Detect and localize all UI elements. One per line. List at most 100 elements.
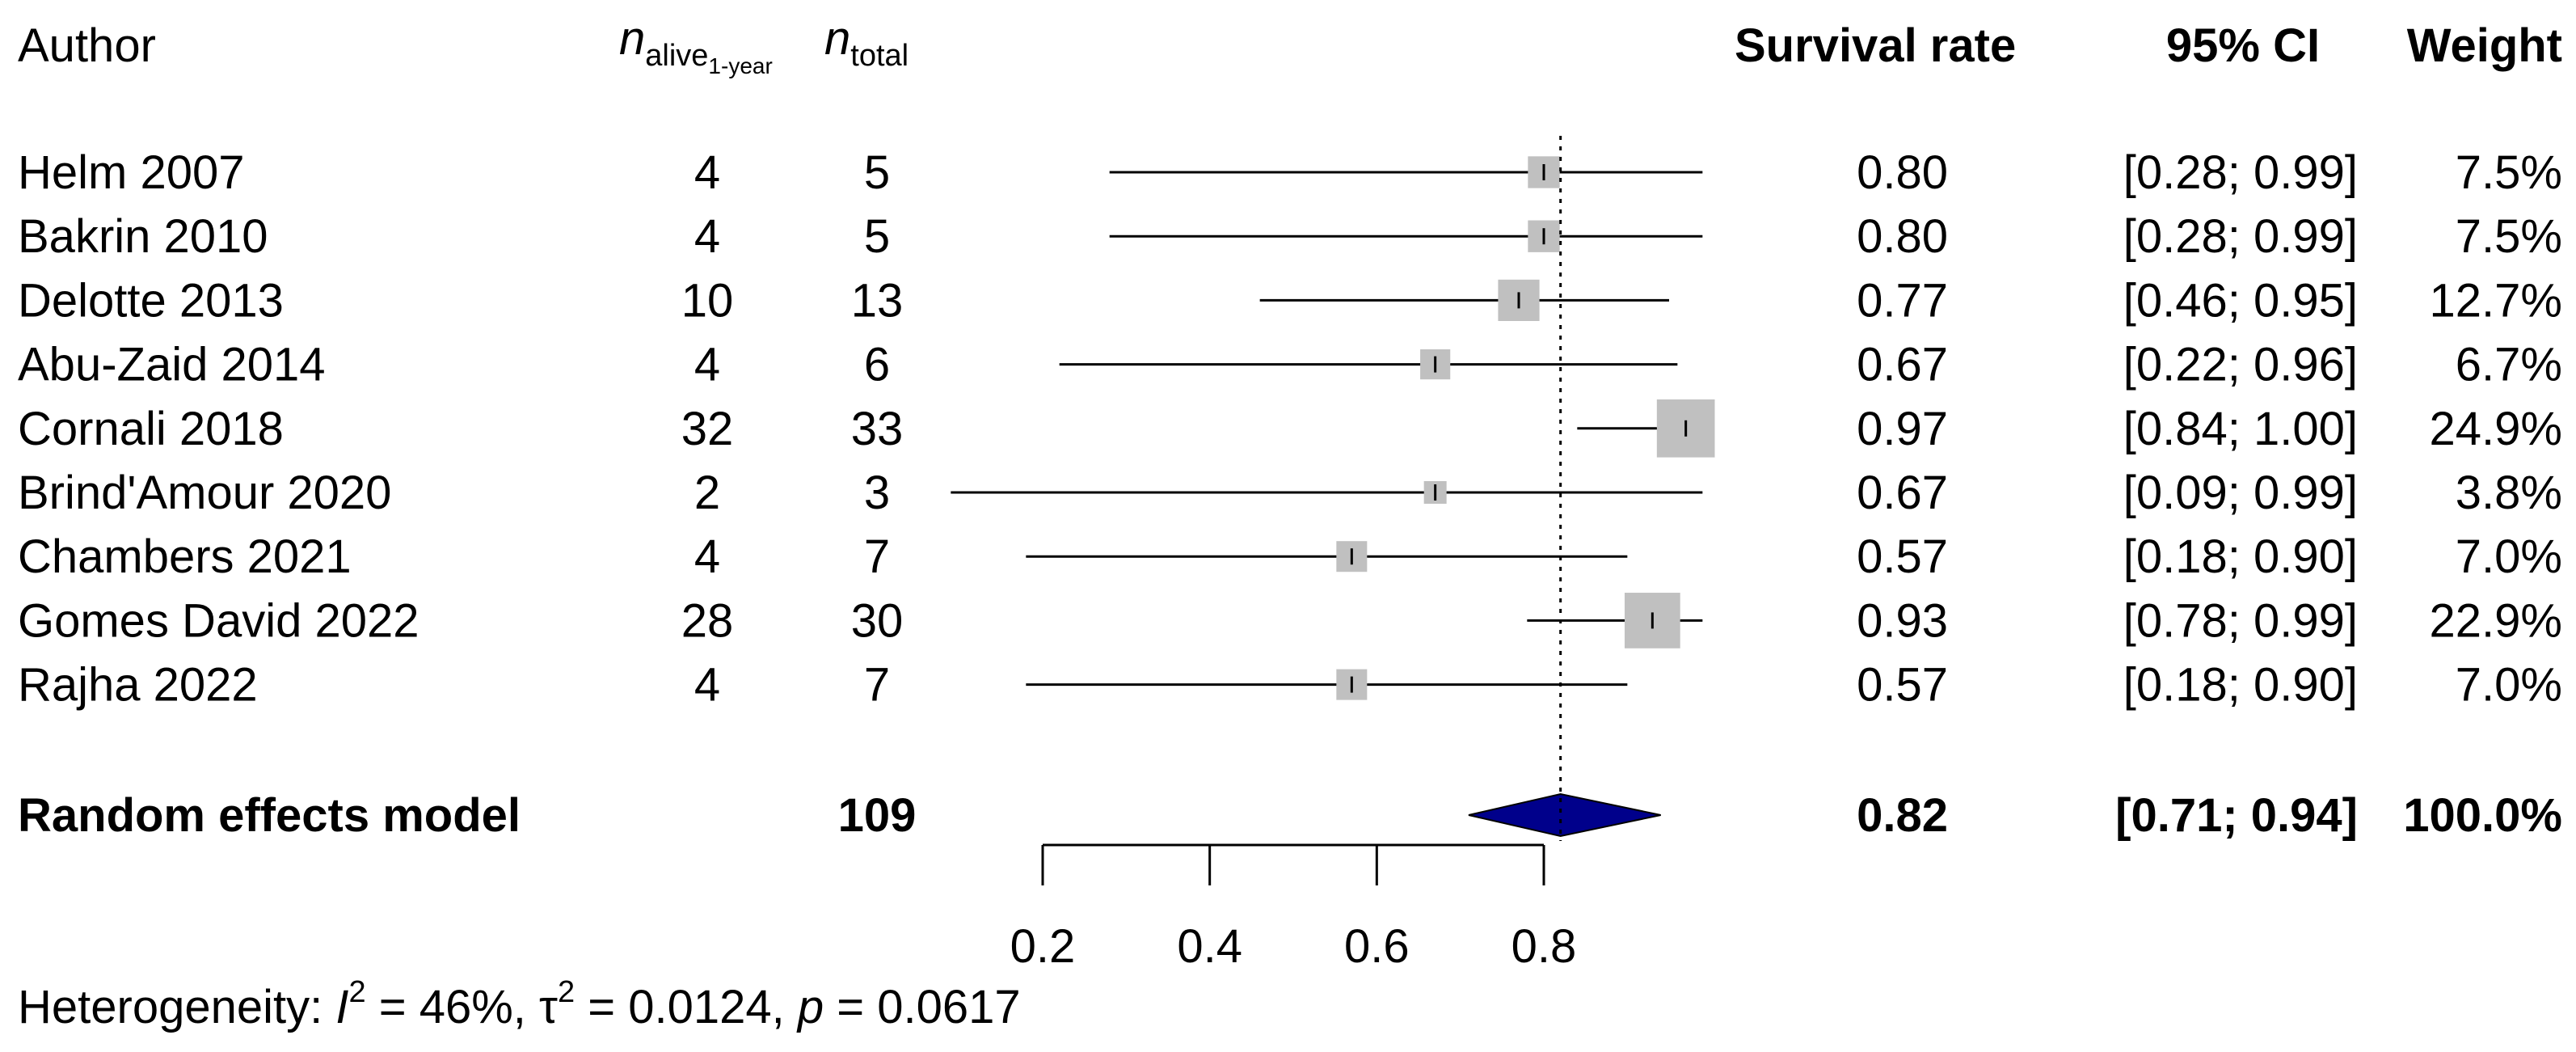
study-estimate: 0.93 — [1857, 594, 1948, 647]
study-estimate: 0.57 — [1857, 659, 1948, 712]
study-total: 3 — [864, 467, 890, 519]
study-ci: [0.22; 0.96] — [2123, 339, 2358, 391]
study-author: Helm 2007 — [18, 146, 244, 199]
study-ci: [0.09; 0.99] — [2123, 467, 2358, 519]
study-events: 4 — [694, 339, 720, 391]
header-n-total-base: n — [824, 12, 850, 65]
study-ci: [0.18; 0.90] — [2123, 530, 2358, 583]
header-ci: 95% CI — [2166, 19, 2320, 72]
tau2-value: = 0.0124, — [575, 981, 798, 1033]
study-row: Helm 2007 4 5 0.80 [0.28; 0.99] 7.5% — [18, 146, 2562, 199]
study-total: 30 — [851, 594, 904, 647]
header-n-events-subsub: 1-year — [708, 53, 772, 78]
study-total: 33 — [851, 403, 904, 455]
header-survival-rate: Survival rate — [1735, 19, 2016, 72]
study-weight: 22.9% — [2430, 594, 2562, 647]
study-author: Brind'Amour 2020 — [18, 467, 391, 519]
study-ci: [0.28; 0.99] — [2123, 146, 2358, 199]
tau2-symbol: τ — [539, 981, 558, 1033]
pooled-diamond — [1468, 792, 1661, 838]
pooled-label: Random effects model — [18, 789, 521, 842]
study-weight: 3.8% — [2456, 467, 2562, 519]
study-ci: [0.18; 0.90] — [2123, 659, 2358, 712]
study-events: 4 — [694, 210, 720, 263]
study-author: Chambers 2021 — [18, 530, 352, 583]
study-estimate: 0.77 — [1857, 274, 1948, 327]
pooled-ci: [0.71; 0.94] — [2115, 789, 2358, 842]
pooled-total: 109 — [838, 789, 917, 842]
study-events: 4 — [694, 146, 720, 199]
study-row: Abu-Zaid 2014 4 6 0.67 [0.22; 0.96] 6.7% — [18, 339, 2562, 391]
study-row: Rajha 2022 4 7 0.57 [0.18; 0.90] 7.0% — [18, 659, 2562, 712]
pooled-weight: 100.0% — [2403, 789, 2562, 842]
study-total: 6 — [864, 339, 890, 391]
study-estimate: 0.67 — [1857, 339, 1948, 391]
study-estimate: 0.67 — [1857, 467, 1948, 519]
study-weight: 24.9% — [2430, 403, 2562, 455]
x-axis-tick-label: 0.8 — [1511, 920, 1577, 973]
study-estimate: 0.97 — [1857, 403, 1948, 455]
study-ci: [0.46; 0.95] — [2123, 274, 2358, 327]
study-events: 10 — [681, 274, 734, 327]
study-rows: Helm 2007 4 5 0.80 [0.28; 0.99] 7.5%Bakrin 20… — [18, 146, 2562, 712]
header-n-events-base: n — [619, 12, 645, 65]
study-events: 32 — [681, 403, 734, 455]
heterogeneity-prefix: Heterogeneity: — [18, 981, 335, 1033]
x-axis-tick-label: 0.4 — [1177, 920, 1242, 973]
study-author: Gomes David 2022 — [18, 594, 419, 647]
i2-symbol: I — [335, 981, 348, 1033]
study-row: Delotte 2013 10 13 0.77 [0.46; 0.95] 12.7% — [18, 274, 2562, 327]
study-total: 7 — [864, 659, 890, 712]
study-estimate: 0.57 — [1857, 530, 1948, 583]
study-weight: 7.0% — [2456, 530, 2562, 583]
study-ci: [0.28; 0.99] — [2123, 210, 2358, 263]
header-author: Author — [18, 19, 156, 72]
study-estimate: 0.80 — [1857, 146, 1948, 199]
header-n-total-sub: total — [850, 39, 909, 73]
study-total: 13 — [851, 274, 904, 327]
plot-marks — [951, 136, 1715, 841]
study-estimate: 0.80 — [1857, 210, 1948, 263]
study-author: Cornali 2018 — [18, 403, 284, 455]
tau2-superscript: 2 — [558, 975, 575, 1009]
pooled-row: Random effects model 109 0.82 [0.71; 0.9… — [18, 789, 2562, 842]
header-row: Author nalive1-year ntotal Survival rate… — [18, 12, 2562, 78]
study-weight: 12.7% — [2430, 274, 2562, 327]
study-author: Delotte 2013 — [18, 274, 284, 327]
study-row: Brind'Amour 2020 2 3 0.67 [0.09; 0.99] 3.8% — [18, 467, 2562, 519]
study-weight: 6.7% — [2456, 339, 2562, 391]
heterogeneity-text: Heterogeneity: I2 = 46%, τ2 = 0.0124, p … — [18, 975, 1021, 1033]
header-n-events-sub: alive — [645, 39, 708, 73]
study-events: 2 — [694, 467, 720, 519]
i2-value: = 46%, — [366, 981, 539, 1033]
study-events: 4 — [694, 659, 720, 712]
i2-superscript: 2 — [348, 975, 365, 1009]
p-value: = 0.0617 — [824, 981, 1021, 1033]
study-events: 4 — [694, 530, 720, 583]
study-row: Cornali 2018 32 33 0.97 [0.84; 1.00] 24.9% — [18, 403, 2562, 455]
study-weight: 7.5% — [2456, 146, 2562, 199]
study-total: 7 — [864, 530, 890, 583]
study-ci: [0.84; 1.00] — [2123, 403, 2358, 455]
header-weight: Weight — [2407, 19, 2562, 72]
x-axis-tick-label: 0.6 — [1344, 920, 1410, 973]
p-symbol: p — [796, 981, 824, 1033]
study-row: Chambers 2021 4 7 0.57 [0.18; 0.90] 7.0% — [18, 530, 2562, 583]
header-n-events: nalive1-year — [619, 12, 773, 78]
pooled-estimate: 0.82 — [1857, 789, 1948, 842]
x-axis: 0.2 0.4 0.6 0.8 — [1010, 843, 1577, 973]
study-row: Bakrin 2010 4 5 0.80 [0.28; 0.99] 7.5% — [18, 210, 2562, 263]
header-n-total: ntotal — [824, 12, 909, 73]
x-axis-tick-label: 0.2 — [1010, 920, 1076, 973]
study-ci: [0.78; 0.99] — [2123, 594, 2358, 647]
study-total: 5 — [864, 146, 890, 199]
study-events: 28 — [681, 594, 734, 647]
study-author: Rajha 2022 — [18, 659, 258, 712]
study-weight: 7.5% — [2456, 210, 2562, 263]
study-author: Bakrin 2010 — [18, 210, 268, 263]
study-author: Abu-Zaid 2014 — [18, 339, 325, 391]
study-row: Gomes David 2022 28 30 0.93 [0.78; 0.99] 22.9… — [18, 594, 2562, 647]
study-total: 5 — [864, 210, 890, 263]
study-weight: 7.0% — [2456, 659, 2562, 712]
